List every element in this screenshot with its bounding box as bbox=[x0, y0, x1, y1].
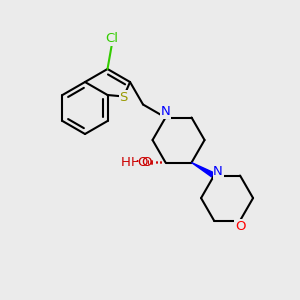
Text: Cl: Cl bbox=[106, 32, 118, 45]
Text: O: O bbox=[137, 156, 148, 169]
Text: S: S bbox=[120, 91, 128, 104]
Text: H: H bbox=[121, 156, 130, 169]
Text: H: H bbox=[131, 156, 140, 169]
Text: N: N bbox=[161, 105, 170, 118]
Text: O: O bbox=[141, 156, 152, 169]
Text: O: O bbox=[235, 220, 245, 233]
Text: ·: · bbox=[134, 155, 139, 170]
Polygon shape bbox=[191, 163, 215, 178]
Text: N: N bbox=[213, 165, 223, 178]
